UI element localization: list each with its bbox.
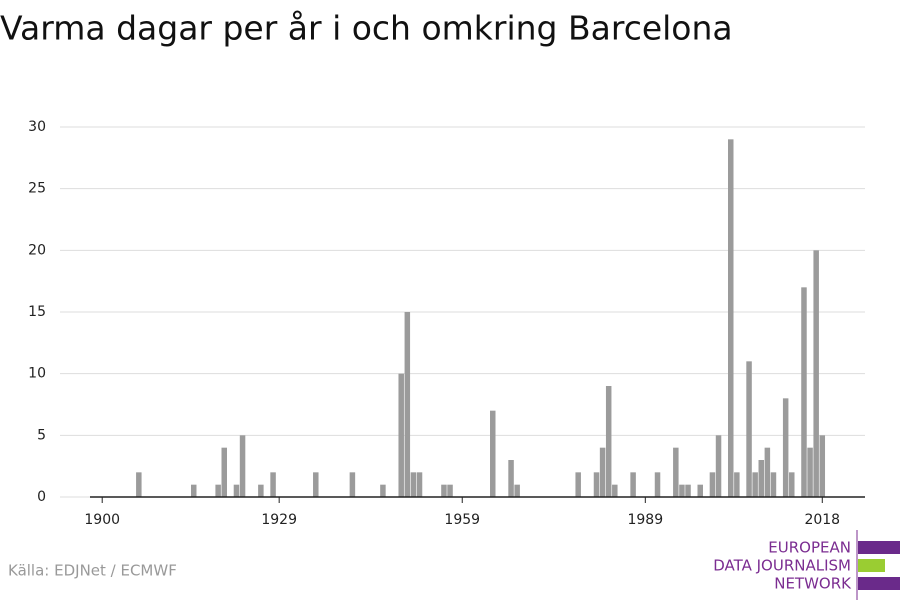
bar	[313, 472, 319, 497]
bar	[258, 484, 264, 497]
bar	[593, 472, 600, 497]
bar	[398, 373, 404, 497]
bar	[679, 484, 685, 497]
bar	[221, 447, 227, 497]
bar	[630, 472, 636, 497]
bar	[605, 386, 612, 497]
bar	[490, 410, 496, 497]
bar	[807, 447, 813, 497]
y-tick-label: 5	[37, 427, 46, 443]
bar	[752, 472, 758, 497]
bar	[654, 472, 661, 497]
bar	[270, 472, 276, 497]
bar	[599, 447, 606, 497]
logo-bar	[858, 577, 900, 590]
bar	[136, 472, 142, 497]
bar	[764, 447, 771, 497]
bar	[770, 472, 777, 497]
logo-text: DATA JOURNALISM	[713, 557, 851, 575]
bar	[575, 472, 581, 497]
bar	[380, 484, 386, 497]
bar	[715, 435, 722, 497]
y-tick-label: 15	[28, 304, 46, 320]
bar	[782, 398, 789, 497]
bar	[190, 484, 197, 497]
logo-text: NETWORK	[774, 575, 852, 593]
bar	[508, 460, 514, 497]
bar	[441, 484, 447, 497]
bar	[349, 472, 356, 497]
source: Källa: EDJNet / ECMWF	[8, 562, 177, 580]
bar	[801, 287, 807, 497]
y-tick-label: 0	[37, 489, 46, 505]
chart-title: Varma dagar per år i och omkring Barcelo…	[0, 9, 733, 48]
y-tick-label: 10	[28, 366, 46, 382]
bar	[410, 472, 417, 497]
bar	[789, 472, 795, 497]
bar	[734, 472, 740, 497]
bar	[416, 472, 423, 497]
bar	[685, 484, 691, 497]
bar	[709, 472, 716, 497]
bar	[215, 484, 221, 497]
bar	[447, 484, 453, 497]
x-tick-label: 1989	[627, 512, 663, 528]
x-tick-label: 1959	[444, 512, 480, 528]
bar	[819, 435, 826, 497]
bar	[813, 250, 819, 497]
y-tick-label: 25	[28, 181, 46, 197]
x-tick-label: 2018	[804, 512, 840, 528]
x-tick-label: 1900	[84, 512, 120, 528]
logo-bar	[858, 541, 900, 554]
bar	[673, 447, 679, 497]
bar	[233, 484, 240, 497]
bar	[404, 312, 411, 497]
x-tick-label: 1929	[261, 512, 297, 528]
bar	[697, 484, 703, 497]
y-tick-label: 30	[28, 119, 46, 135]
logo-text: EUROPEAN	[768, 539, 851, 557]
bar	[758, 460, 765, 497]
bar	[746, 361, 752, 497]
bar	[514, 484, 520, 497]
bar	[728, 139, 734, 498]
y-tick-label: 20	[28, 242, 46, 258]
bar	[239, 435, 246, 497]
logo-bar	[858, 559, 885, 572]
bar	[612, 484, 618, 497]
